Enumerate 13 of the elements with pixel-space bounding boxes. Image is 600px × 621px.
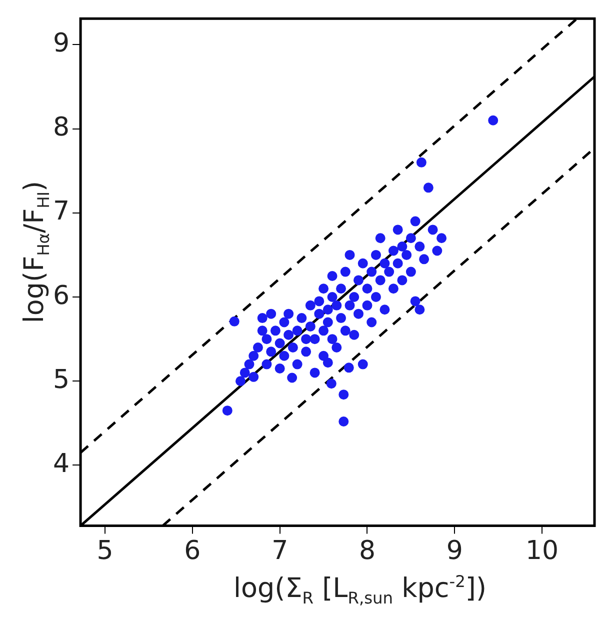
y-tick-label: 5 (52, 364, 70, 395)
x-axis-title: log(Σ$_{R}$ [L$_{R,sun}$ kpc$^{-2}$]) (232, 572, 488, 608)
x-tick-label: 10 (526, 536, 559, 566)
x-tick-label: 6 (184, 536, 201, 566)
y-tick-label: 6 (52, 280, 70, 311)
y-tick-label: 9 (52, 28, 70, 58)
y-tick-label: 4 (52, 448, 70, 479)
x-tick-label: 7 (272, 536, 288, 566)
x-tick-label: 8 (358, 536, 376, 566)
x-tick-label: 9 (446, 536, 463, 566)
x-tick-label: 5 (96, 536, 114, 566)
y-tick-label: 8 (52, 112, 70, 143)
y-tick-label: 7 (52, 196, 70, 227)
